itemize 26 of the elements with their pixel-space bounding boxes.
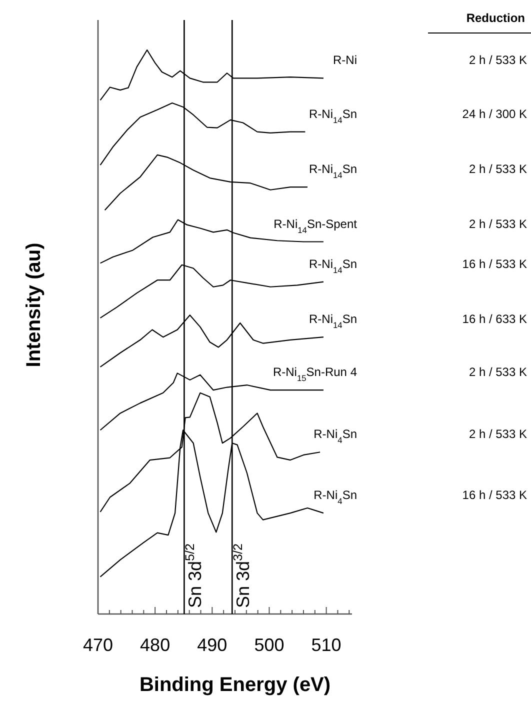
- text: Reduction: [466, 11, 525, 25]
- series-label: R-Ni$_{15}$Sn-Run 4: [272, 365, 358, 384]
- series-label: R-Ni$_{14}$Sn: [308, 312, 357, 330]
- series-label: R-Ni: [333, 53, 357, 68]
- text: 2 h / 533 K: [468, 216, 527, 231]
- x-tick-label: 510: [311, 635, 342, 655]
- series-label: R-Ni$_{14}$Sn-Spent: [274, 216, 358, 235]
- text: 2 h / 533 K: [468, 53, 527, 68]
- text: 2 h / 533 K: [468, 365, 527, 380]
- x-axis-title: Binding Energy (eV): [139, 674, 331, 696]
- text: 2 h / 533 K: [468, 162, 527, 176]
- series-label: R-Ni$_{14}$Sn: [308, 106, 357, 125]
- series-label: R-Ni$_{4}$Sn: [314, 427, 357, 446]
- text: 16 h / 533 K: [462, 256, 527, 271]
- series-label: R-Ni$_{14}$Sn: [308, 256, 357, 275]
- text: 16 h / 633 K: [462, 312, 527, 326]
- text: 16 h / 533 K: [462, 488, 527, 502]
- x-tick-label: 470: [82, 635, 114, 655]
- series-label: R-Ni$_{4}$Sn: [314, 488, 357, 506]
- series-label: R-Ni$_{14}$Sn: [308, 162, 357, 180]
- x-tick-label: 500: [254, 635, 284, 655]
- x-tick-label: 490: [197, 635, 228, 655]
- y-axis-title: Intensity (au): [23, 242, 45, 368]
- x-tick-label: 480: [140, 635, 170, 655]
- text: 2 h / 533 K: [468, 427, 527, 442]
- text: 24 h / 300 K: [462, 106, 527, 121]
